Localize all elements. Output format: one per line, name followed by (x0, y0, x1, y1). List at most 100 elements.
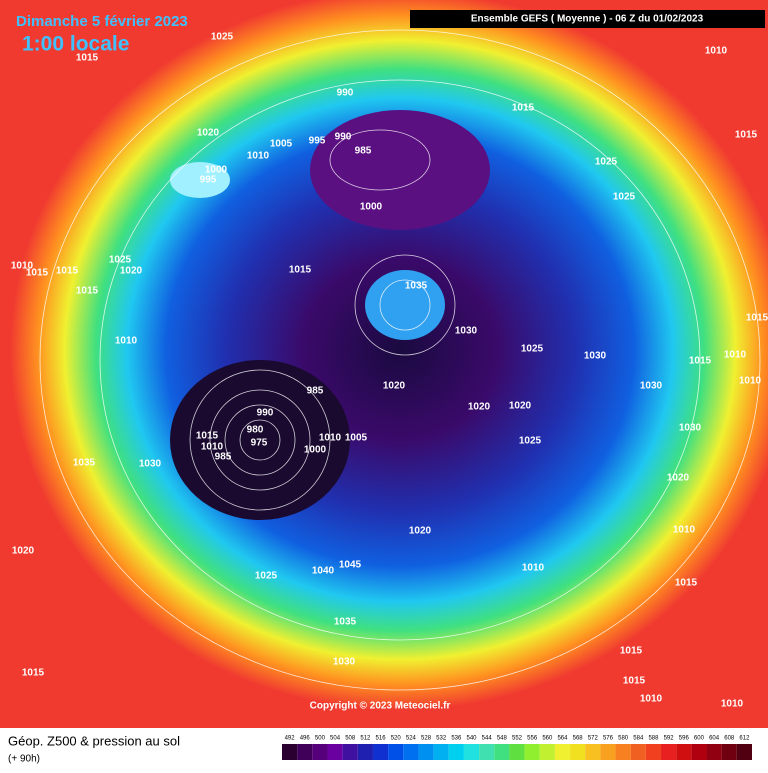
isobar-label: 1020 (468, 402, 491, 413)
isobar-label: 1010 (247, 151, 270, 162)
isobar-label: 1020 (409, 526, 432, 537)
scale-swatch (630, 744, 646, 760)
isobar-label: 1020 (509, 401, 532, 412)
isobar-label: 1010 (319, 433, 342, 444)
scale-label: 552 (512, 736, 523, 742)
isobar-label: 1035 (73, 458, 96, 469)
scale-swatch (372, 744, 389, 760)
isobar-label: 985 (215, 452, 232, 463)
isobars (39, 29, 761, 691)
model-info: Ensemble GEFS ( Moyenne ) - 06 Z du 01/0… (471, 14, 704, 25)
isobar-label: 1015 (76, 53, 99, 64)
isobar-label: 1015 (623, 676, 646, 687)
isobar-label: 1020 (197, 128, 220, 139)
scale-swatch (615, 744, 631, 760)
scale-label: 584 (633, 736, 644, 742)
copyright: Copyright © 2023 Meteociel.fr (310, 701, 451, 712)
scale-swatch (600, 744, 616, 760)
isobar-label: 975 (251, 438, 268, 449)
scale-label: 492 (285, 736, 296, 742)
scale-swatch (327, 744, 343, 760)
scale-label: 536 (451, 736, 462, 742)
scale-swatch (585, 744, 601, 760)
scale-label: 600 (694, 736, 705, 742)
isobar-label: 1020 (12, 546, 35, 557)
scale-swatch (509, 744, 525, 760)
isobar-label: 990 (335, 132, 352, 143)
scale-swatch (312, 744, 328, 760)
isobar-label: 1010 (201, 442, 224, 453)
footer-title: Géop. Z500 & pression au sol (8, 733, 180, 748)
scale-swatch (448, 744, 464, 760)
scale-label: 568 (573, 736, 584, 742)
isobar-label: 1010 (11, 261, 34, 272)
scale-label: 528 (421, 736, 432, 742)
isobar-label: 1025 (613, 192, 636, 203)
low-center (170, 360, 350, 520)
isobar-label: 1005 (345, 433, 368, 444)
scale-swatch (388, 744, 404, 760)
footer-lead: (+ 90h) (8, 754, 40, 765)
isobar-label: 1005 (270, 139, 293, 150)
scale-label: 592 (664, 736, 675, 742)
isobar-label: 1015 (26, 268, 49, 279)
scale-label: 496 (300, 736, 311, 742)
scale-label: 604 (709, 736, 720, 742)
isobar-label: 1010 (739, 376, 762, 387)
scale-label: 544 (482, 736, 493, 742)
isobar-label: 985 (307, 386, 324, 397)
scale-swatch (524, 744, 540, 760)
isobar-label: 1010 (705, 46, 728, 57)
low-area (310, 110, 490, 230)
isobar-label: 990 (337, 88, 354, 99)
isobar-label: 1015 (512, 103, 535, 114)
geopotential-field (10, 0, 768, 710)
scale-swatch (282, 744, 298, 760)
isobar-label: 1010 (522, 563, 545, 574)
isobar-label: 1025 (255, 571, 278, 582)
scale-label: 564 (557, 736, 568, 742)
isobar-label: 1015 (22, 668, 45, 679)
scale-swatch (691, 744, 707, 760)
scale-label: 532 (436, 736, 447, 742)
isobar-label: 980 (247, 425, 264, 436)
isobar-label: 1015 (675, 578, 698, 589)
scale-label: 512 (360, 736, 371, 742)
scale-label: 596 (679, 736, 690, 742)
isobar-label: 1035 (334, 617, 357, 628)
scale-label: 576 (603, 736, 614, 742)
scale-swatch (463, 744, 480, 760)
scale-label: 572 (588, 736, 599, 742)
isobar-label: 1015 (735, 130, 758, 141)
header-box (410, 10, 765, 28)
isobar-label: 1015 (56, 266, 79, 277)
date-title: Dimanche 5 février 2023 (16, 13, 188, 30)
scale-label: 504 (330, 736, 341, 742)
isobar-label: 1015 (620, 646, 643, 657)
isobar-label: 1030 (679, 423, 702, 434)
isobar-label: 1020 (667, 473, 690, 484)
scale-label: 560 (542, 736, 553, 742)
scale-swatch (539, 744, 555, 760)
scale-label: 520 (391, 736, 402, 742)
isobar-label: 1015 (289, 265, 312, 276)
isobar-label: 1020 (383, 381, 406, 392)
scale-label: 524 (406, 736, 417, 742)
scale-swatch (706, 744, 722, 760)
isobar-label: 1025 (595, 157, 618, 168)
isobar-label: 1020 (120, 266, 143, 277)
scale-label: 540 (467, 736, 478, 742)
scale-swatch (297, 744, 313, 760)
isobar-label: 1000 (304, 445, 327, 456)
isobar-label: 1010 (724, 350, 747, 361)
isobar-label: 990 (257, 408, 274, 419)
isobar-label: 1010 (115, 336, 138, 347)
isobar-label: 985 (355, 146, 372, 157)
isobar-label: 1030 (333, 657, 356, 668)
isobar-label: 1000 (205, 165, 228, 176)
scale-swatch (721, 744, 737, 760)
scale-label: 580 (618, 736, 629, 742)
isobar-label: 1025 (519, 436, 542, 447)
isobar-label: 1010 (673, 525, 696, 536)
